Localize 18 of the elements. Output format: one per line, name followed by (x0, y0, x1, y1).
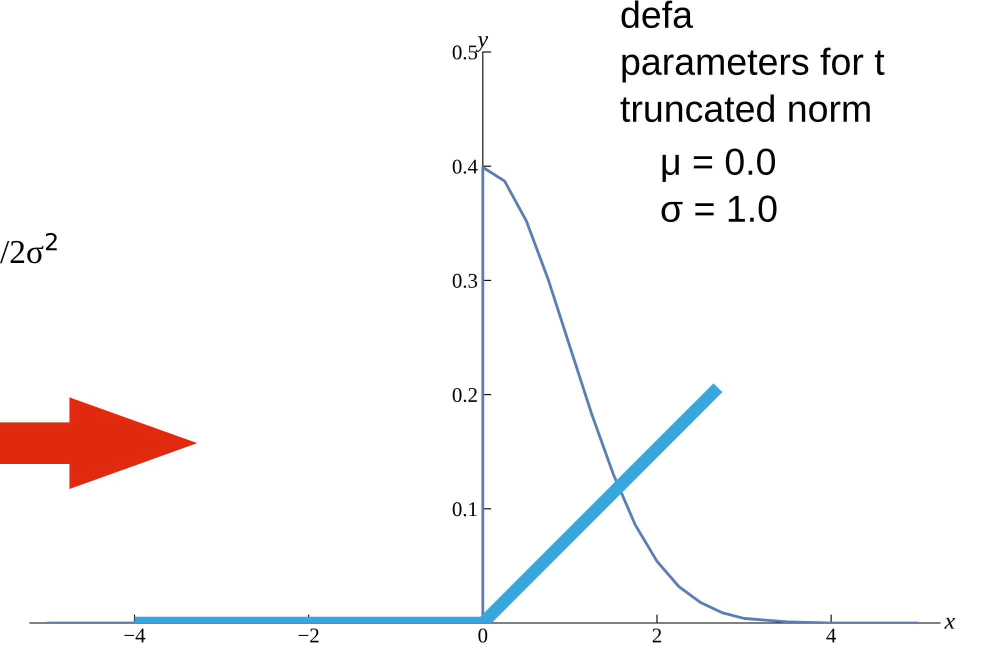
y-axis-title: y (476, 36, 488, 52)
annotation: truncated norm (620, 94, 870, 122)
x-tick-label: 4 (826, 628, 836, 642)
annotation: parameters for t (622, 48, 884, 82)
x-axis-title: x (944, 618, 955, 629)
y-tick-label: 0.5 (452, 45, 478, 60)
text: defa (622, 0, 693, 28)
y-tick-label: 0.4 (452, 160, 478, 174)
annotation: μ = 0.0 (662, 148, 776, 182)
annotation: σ = 1.0 (662, 196, 777, 222)
y-tick-label: 0.2 (452, 388, 477, 402)
x-tick-label: 0 (478, 628, 488, 643)
x-tick-label: −4 (124, 628, 146, 642)
y-tick-label: 0.1 (452, 502, 477, 516)
x-tick-label: 2 (652, 628, 662, 642)
annotation: /2σ$^{2}$ (0, 232, 57, 264)
x-tick-label: −2 (298, 628, 319, 642)
y-tick-label: 0.3 (452, 274, 478, 288)
